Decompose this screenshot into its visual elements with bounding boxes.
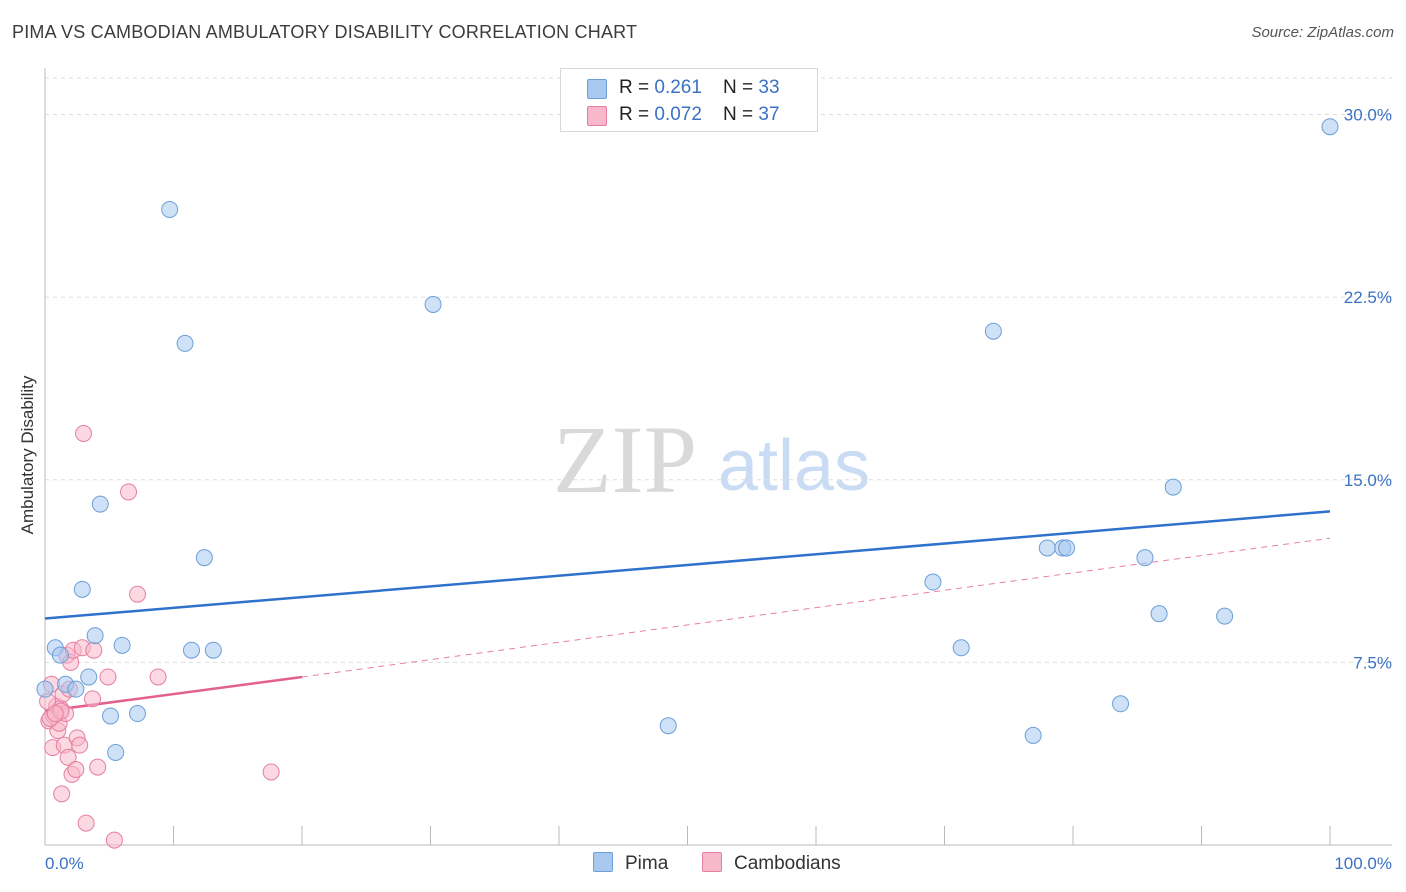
point-cambodians (77, 814, 95, 832)
point-pima (182, 641, 200, 659)
point-pima (1150, 605, 1168, 623)
legend-n-label: N = (723, 104, 759, 125)
bottom-legend-swatch-pima (593, 852, 613, 872)
point-pima (195, 549, 213, 567)
data-points (36, 118, 1339, 849)
legend-swatch-cambodians (587, 106, 607, 126)
point-pima (36, 680, 54, 698)
point-pima (1058, 539, 1076, 557)
point-pima (952, 639, 970, 657)
legend-r-value: 0.072 (654, 104, 702, 125)
point-pima (1136, 549, 1154, 567)
legend-text-pima: R = 0.261 N = 33 (619, 77, 780, 99)
point-pima (984, 322, 1002, 340)
point-pima (73, 580, 91, 598)
point-pima (113, 636, 131, 654)
point-pima (67, 680, 85, 698)
point-pima (1321, 118, 1339, 136)
point-cambodians (99, 668, 117, 686)
legend-r-value: 0.261 (654, 77, 702, 98)
legend-text-cambodians: R = 0.072 N = 37 (619, 104, 780, 126)
x-tick-label: 0.0% (45, 854, 84, 873)
legend-n-value: 33 (758, 77, 780, 98)
point-pima (1164, 478, 1182, 496)
y-tick-label: 15.0% (1344, 471, 1392, 490)
point-cambodians (75, 424, 93, 442)
trend-line-cambodians-extension (301, 537, 1331, 678)
legend-n-label: N = (723, 77, 759, 98)
legend-swatch-pima (587, 79, 607, 99)
legend-n-value: 37 (758, 104, 780, 125)
legend-r-label: R = (619, 77, 655, 98)
point-pima (107, 743, 125, 761)
point-pima (659, 717, 677, 735)
point-pima (91, 495, 109, 513)
point-cambodians (105, 831, 123, 849)
trend-lines (44, 510, 1331, 713)
source-label: Source: ZipAtlas.com (1251, 24, 1394, 41)
bottom-legend-pima: Pima (593, 852, 668, 875)
point-pima (1024, 726, 1042, 744)
point-pima (204, 641, 222, 659)
point-cambodians (59, 748, 77, 766)
chart-title: PIMA VS CAMBODIAN AMBULATORY DISABILITY … (12, 22, 638, 42)
point-pima (1112, 695, 1130, 713)
point-cambodians (84, 690, 102, 708)
point-pima (80, 668, 98, 686)
gridlines (45, 77, 1392, 663)
point-cambodians (85, 641, 103, 659)
point-cambodians (67, 761, 85, 779)
point-cambodians (46, 705, 64, 723)
point-pima (86, 627, 104, 645)
y-tick-label: 22.5% (1344, 288, 1392, 307)
point-pima (129, 705, 147, 723)
x-tick-label: 100.0% (1334, 854, 1392, 873)
watermark-zip: ZIP (553, 406, 697, 513)
legend-r-label: R = (619, 104, 655, 125)
point-cambodians (53, 785, 71, 803)
point-pima (161, 200, 179, 218)
point-cambodians (262, 763, 280, 781)
bottom-legend-label-pima: Pima (625, 853, 669, 874)
bottom-legend-label-cambodians: Cambodians (734, 853, 841, 874)
bottom-legend-swatch-cambodians (702, 852, 722, 872)
point-pima (924, 573, 942, 591)
point-pima (1038, 539, 1056, 557)
stats-legend: R = 0.261 N = 33 R = 0.072 N = 37 (560, 68, 818, 132)
tick-labels: 7.5% 15.0% 22.5% 30.0% 0.0% 100.0% (45, 106, 1392, 873)
point-pima (176, 334, 194, 352)
y-tick-label: 7.5% (1353, 653, 1392, 672)
watermark: ZIP atlas (553, 406, 870, 513)
point-cambodians (129, 585, 147, 603)
point-pima (102, 707, 120, 725)
y-tick-label: 30.0% (1344, 106, 1392, 125)
point-cambodians (89, 758, 107, 776)
point-cambodians (149, 668, 167, 686)
watermark-atlas: atlas (718, 426, 870, 506)
point-pima (424, 295, 442, 313)
trend-line-pima (44, 510, 1331, 620)
point-cambodians (71, 736, 89, 754)
bottom-legend-cambodians: Cambodians (702, 852, 841, 875)
point-pima (51, 646, 69, 664)
point-pima (1216, 607, 1234, 625)
point-cambodians (120, 483, 138, 501)
